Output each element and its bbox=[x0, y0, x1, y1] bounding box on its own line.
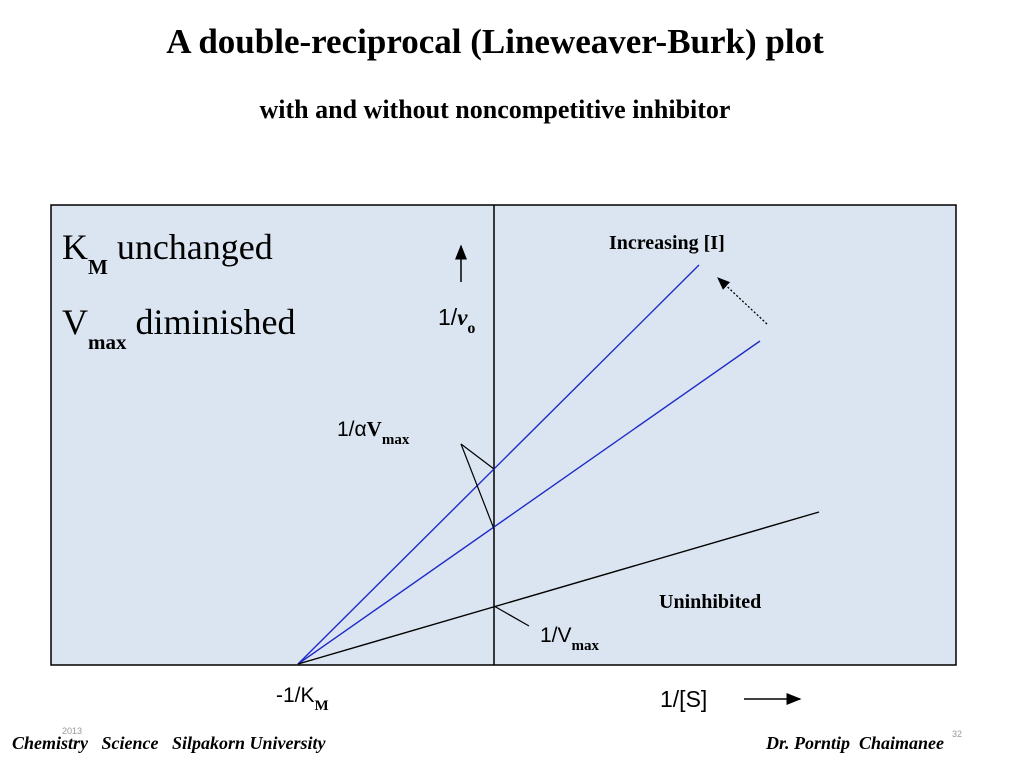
plot-area bbox=[50, 204, 957, 666]
vmax-leader bbox=[493, 605, 530, 627]
vmax-diminished-label: Vmax diminished bbox=[62, 302, 296, 354]
uninhibited-label: Uninhibited bbox=[659, 591, 761, 613]
increasing-inhibitor-arrow-icon bbox=[717, 277, 768, 325]
footer-institution: Chemistry Science Silpakorn University bbox=[12, 733, 326, 753]
footer-year: 2013 bbox=[62, 726, 83, 736]
y-axis-label: 1/vo bbox=[438, 304, 475, 337]
page-number: 32 bbox=[952, 729, 963, 739]
uninhibited-line bbox=[297, 511, 820, 665]
alpha-vmax-leader-upper bbox=[460, 443, 495, 470]
x-axis-label: 1/[S] bbox=[660, 686, 707, 712]
inhibited-line-low bbox=[297, 340, 761, 665]
increasing-inhibitor-label: Increasing [I] bbox=[609, 232, 725, 254]
footer-author: Dr. Porntip Chaimanee bbox=[765, 733, 944, 753]
slide-title: A double-reciprocal (Lineweaver-Burk) pl… bbox=[166, 22, 824, 61]
inhibited-line-high bbox=[297, 264, 700, 665]
x-intercept-label: -1/KM bbox=[276, 684, 329, 714]
alpha-vmax-leader-lower bbox=[460, 443, 495, 530]
slide-subtitle: with and without noncompetitive inhibito… bbox=[259, 95, 731, 124]
vmax-intercept-label: 1/Vmax bbox=[540, 624, 600, 654]
km-unchanged-label: KM unchanged bbox=[62, 227, 273, 279]
alpha-vmax-label: 1/αVmax bbox=[337, 417, 410, 448]
